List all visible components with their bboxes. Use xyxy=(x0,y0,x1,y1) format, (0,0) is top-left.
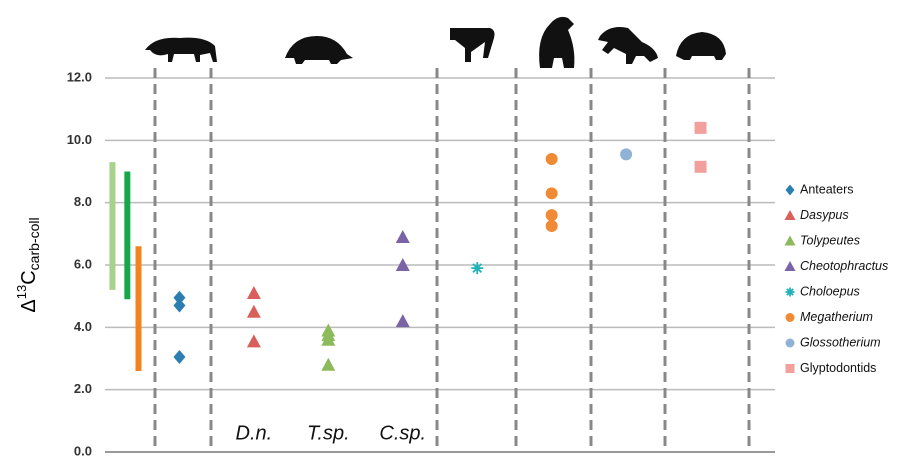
y-tick-label: 6.0 xyxy=(74,256,92,271)
legend-marker xyxy=(785,261,796,271)
point xyxy=(396,314,410,327)
point xyxy=(471,262,483,274)
point xyxy=(321,358,335,371)
point xyxy=(247,305,261,318)
y-tick-label: 10.0 xyxy=(67,132,92,147)
y-label-sup: 13 xyxy=(14,285,29,299)
anteater-icon xyxy=(145,38,217,62)
y-tick-label: 8.0 xyxy=(74,194,92,209)
legend-label: Dasypus xyxy=(800,208,849,222)
glossotherium-icon xyxy=(598,27,658,64)
point xyxy=(695,122,707,134)
legend-marker xyxy=(786,339,795,348)
point xyxy=(546,220,558,232)
y-label-sub: carb-coll xyxy=(26,217,42,270)
silhouettes xyxy=(145,17,726,68)
annotation: T.sp. xyxy=(307,422,350,444)
y-label-part: Δ xyxy=(18,299,40,312)
point xyxy=(173,299,185,313)
y-tick-label: 2.0 xyxy=(74,381,92,396)
separators xyxy=(155,68,749,452)
point xyxy=(247,334,261,347)
annotation: C.sp. xyxy=(379,422,426,444)
legend-label: Cheotophractus xyxy=(800,259,888,273)
y-tick-label: 0.0 xyxy=(74,443,92,457)
legend-marker xyxy=(786,364,795,373)
point xyxy=(695,161,707,173)
glyptodont-icon xyxy=(676,32,726,60)
legend-label: Megatherium xyxy=(800,310,873,324)
legend-label: Glossotherium xyxy=(800,335,881,349)
y-tick-label: 4.0 xyxy=(74,319,92,334)
point xyxy=(396,230,410,243)
legend-label: Glyptodontids xyxy=(800,361,876,375)
point xyxy=(247,286,261,299)
point xyxy=(546,153,558,165)
legend-marker xyxy=(785,210,796,220)
y-label-part: C xyxy=(18,270,40,284)
y-tick-label: 12.0 xyxy=(67,69,92,84)
point xyxy=(546,209,558,221)
sloth-icon xyxy=(450,28,495,62)
legend-marker xyxy=(786,313,795,322)
annotation: D.n. xyxy=(236,422,273,444)
legend-marker xyxy=(786,288,795,297)
point xyxy=(173,350,185,364)
legend-label: Tolypeutes xyxy=(800,233,860,247)
armadillo-icon xyxy=(285,36,353,64)
legend-marker xyxy=(786,185,795,196)
y-axis-label: Δ13Ccarb-coll xyxy=(14,217,41,312)
legend-marker xyxy=(785,236,796,246)
grid xyxy=(105,78,775,452)
ground-sloth-icon xyxy=(539,17,574,68)
legend-label: Choloepus xyxy=(800,284,860,298)
point xyxy=(546,187,558,199)
point xyxy=(620,148,632,160)
legend-label: Anteaters xyxy=(800,182,854,196)
chart: Δ13Ccarb-coll 0.0 2.0 4.0 6.0 8.0 10.0 12.0 Ant… xyxy=(0,0,901,457)
